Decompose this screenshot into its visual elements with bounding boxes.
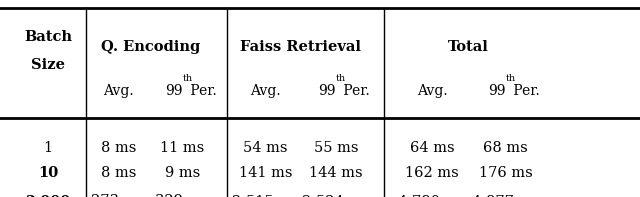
Text: th: th bbox=[182, 74, 193, 83]
Text: Per.: Per. bbox=[186, 84, 216, 98]
Text: Avg.: Avg. bbox=[417, 84, 447, 98]
Text: 2,000: 2,000 bbox=[26, 194, 70, 197]
Text: 99: 99 bbox=[165, 84, 182, 98]
Text: 10: 10 bbox=[38, 166, 58, 180]
Text: Size: Size bbox=[31, 58, 65, 72]
Text: 8 ms: 8 ms bbox=[100, 141, 136, 155]
Text: 329 ms: 329 ms bbox=[156, 194, 209, 197]
Text: 11 ms: 11 ms bbox=[160, 141, 205, 155]
Text: Faiss Retrieval: Faiss Retrieval bbox=[240, 40, 362, 54]
Text: 99: 99 bbox=[488, 84, 506, 98]
Text: Total: Total bbox=[449, 40, 489, 54]
Text: 162 ms: 162 ms bbox=[405, 166, 459, 180]
Text: Avg.: Avg. bbox=[250, 84, 281, 98]
Text: 9 ms: 9 ms bbox=[164, 166, 200, 180]
Text: Batch: Batch bbox=[24, 30, 72, 45]
Text: 68 ms: 68 ms bbox=[483, 141, 528, 155]
Text: 176 ms: 176 ms bbox=[479, 166, 532, 180]
Text: 4,780 ms: 4,780 ms bbox=[398, 194, 466, 197]
Text: 2,524 ms: 2,524 ms bbox=[302, 194, 370, 197]
Text: 55 ms: 55 ms bbox=[314, 141, 358, 155]
Text: 1: 1 bbox=[44, 141, 52, 155]
Text: 144 ms: 144 ms bbox=[309, 166, 363, 180]
Text: 273 ms: 273 ms bbox=[92, 194, 145, 197]
Text: th: th bbox=[506, 74, 516, 83]
Text: 54 ms: 54 ms bbox=[243, 141, 288, 155]
Text: 8 ms: 8 ms bbox=[100, 166, 136, 180]
Text: 64 ms: 64 ms bbox=[410, 141, 454, 155]
Text: 4,877 ms: 4,877 ms bbox=[472, 194, 540, 197]
Text: 2,515 ms: 2,515 ms bbox=[232, 194, 300, 197]
Text: Avg.: Avg. bbox=[103, 84, 134, 98]
Text: th: th bbox=[336, 74, 346, 83]
Text: Q. Encoding: Q. Encoding bbox=[100, 40, 200, 54]
Text: 99: 99 bbox=[319, 84, 336, 98]
Text: Per.: Per. bbox=[339, 84, 370, 98]
Text: 141 ms: 141 ms bbox=[239, 166, 292, 180]
Text: Per.: Per. bbox=[509, 84, 540, 98]
